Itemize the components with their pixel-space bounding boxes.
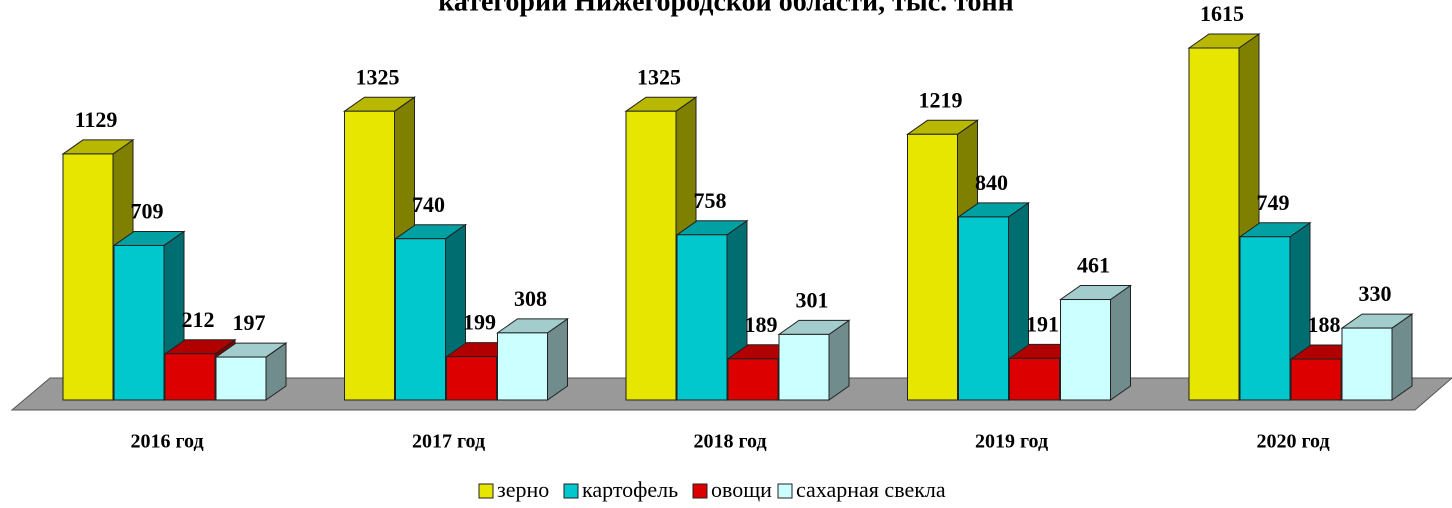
bar-side <box>1110 284 1131 401</box>
legend-label: овощи <box>711 477 772 502</box>
bar-front <box>395 238 446 401</box>
data-label: 461 <box>1077 253 1110 278</box>
data-label: 1325 <box>637 64 681 89</box>
data-label: 1219 <box>919 87 963 112</box>
data-label: 758 <box>694 188 727 213</box>
bar <box>214 342 288 401</box>
data-label: 191 <box>1026 311 1059 336</box>
legend-swatch <box>478 483 494 499</box>
data-label: 199 <box>463 310 496 335</box>
bar <box>1058 284 1133 401</box>
bar-front <box>1009 357 1060 401</box>
bar-front <box>1239 236 1291 401</box>
bar-front <box>62 153 114 401</box>
data-label: 1129 <box>75 107 118 132</box>
data-label: 212 <box>182 307 215 332</box>
bar-front <box>727 358 779 401</box>
bar-front <box>625 110 677 401</box>
x-tick-label: 2018 год <box>693 431 766 453</box>
legend-label: сахарная свекла <box>796 477 946 502</box>
bar <box>956 201 1031 401</box>
bar-front <box>1188 47 1240 401</box>
bar-front <box>676 234 728 401</box>
chart-title: категорий Нижегородской области, тыс. то… <box>438 0 1014 17</box>
data-label: 1615 <box>1200 1 1244 26</box>
legend-swatch <box>563 483 579 499</box>
data-label: 840 <box>975 170 1008 195</box>
data-label: 188 <box>1308 312 1341 337</box>
bar-front <box>113 244 165 401</box>
legend-label: картофель <box>582 477 678 502</box>
bar-front <box>446 356 497 401</box>
bar-front <box>344 110 395 401</box>
data-label: 308 <box>514 286 547 311</box>
bar-side <box>1391 313 1413 401</box>
x-tick-label: 2020 год <box>1256 431 1329 453</box>
data-label: 189 <box>745 312 778 337</box>
bar-front <box>1060 299 1111 401</box>
data-label: 749 <box>1257 190 1290 215</box>
bar-front <box>907 133 958 401</box>
data-label: 740 <box>412 192 445 217</box>
bar-front <box>778 333 830 401</box>
bar <box>1340 313 1414 401</box>
data-label: 709 <box>131 199 164 224</box>
x-tick-label: 2019 год <box>975 431 1048 453</box>
bar-front <box>164 353 216 401</box>
legend-swatch <box>777 483 793 499</box>
bar-front <box>958 216 1009 401</box>
data-label: 330 <box>1359 281 1392 306</box>
x-tick-label: 2016 год <box>130 431 203 453</box>
bar <box>777 319 851 401</box>
bar <box>675 219 749 401</box>
legend-swatch <box>692 483 708 499</box>
bar-front <box>1290 358 1342 401</box>
data-label: 197 <box>233 310 266 335</box>
bar-front <box>215 356 267 401</box>
legend-label: зерно <box>497 477 549 502</box>
data-label: 1325 <box>356 64 400 89</box>
data-label: 301 <box>796 287 829 312</box>
bar-front <box>1341 327 1393 401</box>
bar-front <box>497 332 548 401</box>
x-tick-label: 2017 год <box>412 431 485 453</box>
bar <box>495 317 570 401</box>
